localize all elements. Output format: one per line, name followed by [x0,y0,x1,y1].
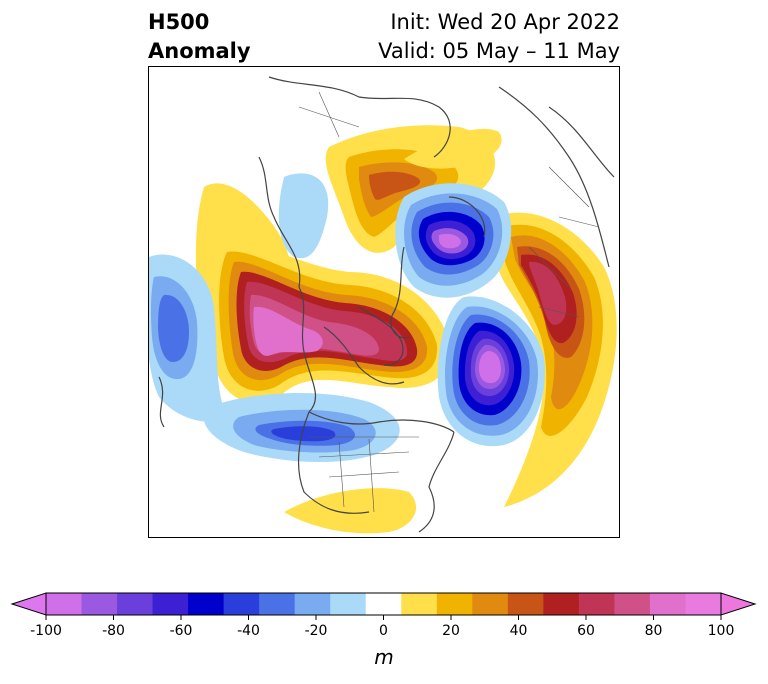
colorbar-box [46,593,83,615]
colorbar-box [188,593,225,615]
colorbar-box [365,593,402,615]
colorbar-box [543,593,580,615]
colorbar-tick-label: 60 [577,623,595,639]
colorbar-tick-label: 100 [708,623,735,639]
map-title: H500 Anomaly [148,8,251,66]
colorbar-box [294,593,331,615]
valid-period: Valid: 05 May – 11 May [378,39,620,63]
trough-canada [278,173,329,259]
colorbar-tick-label: -80 [102,623,125,639]
colorbar-tick-label: 0 [379,623,388,639]
colorbar-tick-label: -100 [30,623,62,639]
ridge-arctic [325,125,502,253]
anomaly-map-svg [149,76,617,534]
trough-greenland [395,183,512,298]
colorbar-tick-label: -60 [170,623,193,639]
colorbar-svg: -100 -80 -60 -40 -20 0 20 40 60 80 100 [10,592,757,639]
colorbar-box [685,593,722,615]
colorbar-box [330,593,367,615]
colorbar-ticks: -100 -80 -60 -40 -20 0 20 40 60 80 100 [30,615,734,639]
colorbar-tick-label: -20 [305,623,328,639]
colorbar-over-arrow [720,592,757,616]
colorbar-box [223,593,260,615]
colorbar-under-arrow [10,592,47,616]
title-line-1: H500 [148,10,210,34]
colorbar-box [117,593,154,615]
colorbar-box [507,593,544,615]
colorbar-tick-label: 80 [645,623,663,639]
trough-north-america [203,392,400,463]
colorbar-box [259,593,296,615]
colorbar-box [436,593,473,615]
colorbar-tick-label: -40 [237,623,260,639]
colorbar-box [401,593,438,615]
coastlines [158,76,615,533]
ridge-south-us [284,488,417,534]
colorbar-box [614,593,651,615]
trough-atlantic [437,296,545,447]
trough-pacific [149,254,229,422]
colorbar-boxes [46,593,722,615]
colorbar: -100 -80 -60 -40 -20 0 20 40 60 80 100 [0,588,768,684]
title-line-2: Anomaly [148,39,251,63]
forecast-times: Init: Wed 20 Apr 2022 Valid: 05 May – 11… [378,8,620,66]
colorbar-tick-label: 20 [442,623,460,639]
ridge-europe [489,212,617,507]
ridge-pacific [195,183,450,403]
colorbar-box [578,593,615,615]
colorbar-tick-label: 40 [510,623,528,639]
colorbar-unit-label: m [374,645,394,669]
init-time: Init: Wed 20 Apr 2022 [390,10,620,34]
colorbar-box [152,593,189,615]
colorbar-box [81,593,118,615]
anomaly-map [148,66,620,538]
colorbar-box [472,593,509,615]
colorbar-box [649,593,686,615]
political-borders [298,91,600,513]
